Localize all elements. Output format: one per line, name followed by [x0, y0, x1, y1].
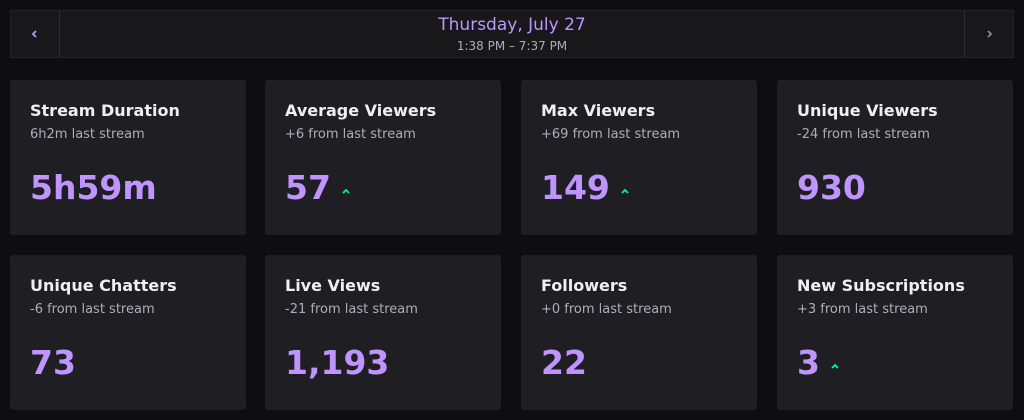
- trend-up-icon: [621, 188, 629, 194]
- stat-card: Unique Viewers -24 from last stream 930: [777, 80, 1013, 235]
- card-value: 3: [797, 343, 820, 382]
- card-title: Average Viewers: [285, 101, 437, 120]
- card-title: Max Viewers: [541, 101, 656, 120]
- card-value: 1,193: [285, 343, 390, 382]
- card-value-row: 22: [541, 343, 587, 382]
- date-header: Thursday, July 27 1:38 PM – 7:37 PM: [10, 10, 1014, 58]
- stat-card: Max Viewers +69 from last stream 149: [521, 80, 757, 235]
- date: Thursday, July 27: [438, 15, 586, 35]
- next-icon: [987, 30, 993, 38]
- card-subtitle: +0 from last stream: [541, 302, 672, 317]
- card-subtitle: +6 from last stream: [285, 127, 416, 142]
- card-value: 930: [797, 168, 866, 207]
- card-subtitle: +3 from last stream: [797, 302, 928, 317]
- stat-card: Unique Chatters -6 from last stream 73: [10, 255, 246, 410]
- card-value: 73: [30, 343, 76, 382]
- next-button[interactable]: [964, 11, 1013, 57]
- card-value: 57: [285, 168, 331, 207]
- trend-up-icon: [342, 188, 350, 194]
- card-value-row: 930: [797, 168, 866, 207]
- stat-card: Followers +0 from last stream 22: [521, 255, 757, 410]
- card-value-row: 1,193: [285, 343, 389, 382]
- time-range: 1:38 PM – 7:37 PM: [456, 39, 568, 53]
- stat-card: Average Viewers +6 from last stream 57: [265, 80, 501, 235]
- card-title: Followers: [541, 276, 628, 295]
- card-title: Unique Chatters: [30, 276, 177, 295]
- card-value: 22: [541, 343, 587, 382]
- card-subtitle: 6h2m last stream: [30, 127, 145, 142]
- card-value-row: 149: [541, 168, 630, 207]
- previous-button[interactable]: [11, 11, 60, 57]
- card-value-row: 3: [797, 343, 840, 382]
- card-subtitle: +69 from last stream: [541, 127, 681, 142]
- card-title: New Subscriptions: [797, 276, 965, 295]
- card-subtitle: -21 from last stream: [285, 302, 418, 317]
- card-title: Stream Duration: [30, 101, 180, 120]
- stat-card: Stream Duration 6h2m last stream 5h59m: [10, 80, 246, 235]
- card-subtitle: -24 from last stream: [797, 127, 930, 142]
- card-value: 149: [541, 168, 610, 207]
- trend-up-icon: [831, 363, 839, 369]
- card-subtitle: -6 from last stream: [30, 302, 155, 317]
- stat-card: New Subscriptions +3 from last stream 3: [777, 255, 1013, 410]
- card-value-row: 57: [285, 168, 351, 207]
- card-title: Unique Viewers: [797, 101, 938, 120]
- card-value-row: 5h59m: [30, 168, 157, 207]
- previous-icon: [31, 30, 37, 38]
- card-value: 5h59m: [30, 168, 157, 207]
- card-title: Live Views: [285, 276, 381, 295]
- stat-card: Live Views -21 from last stream 1,193: [265, 255, 501, 410]
- card-value-row: 73: [30, 343, 76, 382]
